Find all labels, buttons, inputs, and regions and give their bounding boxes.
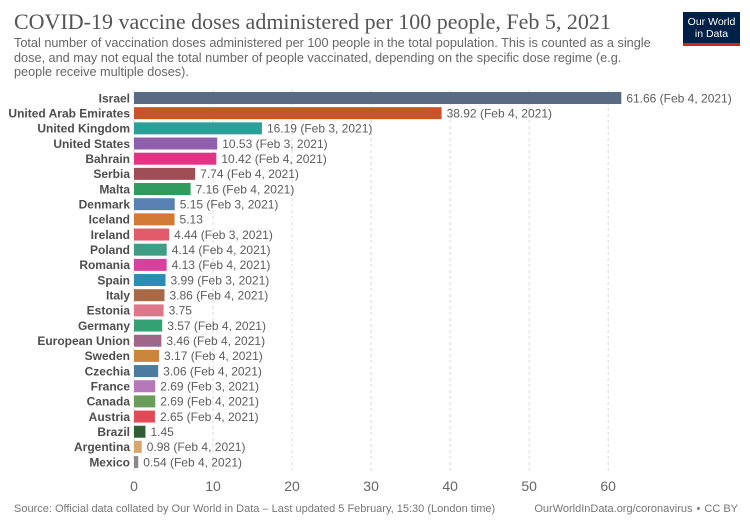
category-label-poland: Poland xyxy=(90,243,130,257)
subtitle-line: dose, and may not equal the total number… xyxy=(14,50,622,65)
category-label-united-kingdom: United Kingdom xyxy=(37,122,130,136)
bar-mexico xyxy=(134,456,139,469)
x-tick-label-20: 20 xyxy=(284,478,300,494)
category-label-united-arab-emirates: United Arab Emirates xyxy=(8,106,130,120)
value-label-malta: 7.16 (Feb 4, 2021) xyxy=(196,182,295,196)
value-label-united-states: 10.53 (Feb 3, 2021) xyxy=(222,137,327,151)
source-note[interactable]: Source: Official data collated by Our Wo… xyxy=(14,503,496,515)
value-label-iceland: 5.13 xyxy=(180,213,204,227)
value-label-france: 2.69 (Feb 3, 2021) xyxy=(160,380,259,394)
x-tick-label-30: 30 xyxy=(363,478,379,494)
bar-malta xyxy=(134,183,191,196)
value-label-argentina: 0.98 (Feb 4, 2021) xyxy=(147,440,246,454)
bar-united-arab-emirates xyxy=(134,107,442,120)
category-label-israel: Israel xyxy=(99,91,130,105)
subtitle-line: people receive multiple doses). xyxy=(14,65,189,79)
footer-links: OurWorldInData.org/coronavirus • CC BY xyxy=(534,503,738,516)
bar-united-states xyxy=(134,137,218,150)
separator-dot: • xyxy=(696,503,701,515)
x-tick-label-40: 40 xyxy=(442,478,458,494)
bar-czechia xyxy=(134,365,159,378)
bar-israel xyxy=(134,92,622,104)
site-link[interactable]: OurWorldInData.org/coronavirus xyxy=(534,503,693,515)
bar-bahrain xyxy=(134,152,217,165)
value-label-sweden: 3.17 (Feb 4, 2021) xyxy=(164,349,263,363)
category-label-canada: Canada xyxy=(87,395,131,409)
value-label-estonia: 3.75 xyxy=(169,304,193,318)
bar-austria xyxy=(134,410,155,423)
logo-line: Our World xyxy=(687,15,736,28)
category-label-argentina: Argentina xyxy=(74,440,130,454)
owid-logo[interactable]: Our World in Data xyxy=(683,12,740,46)
bar-italy xyxy=(134,289,165,302)
value-label-united-arab-emirates: 38.92 (Feb 4, 2021) xyxy=(447,106,552,120)
bar-brazil xyxy=(134,425,146,438)
value-label-czechia: 3.06 (Feb 4, 2021) xyxy=(163,364,262,378)
category-label-malta: Malta xyxy=(99,182,130,196)
category-label-european-union: European Union xyxy=(37,334,130,348)
bar-united-kingdom xyxy=(134,122,262,135)
value-label-european-union: 3.46 (Feb 4, 2021) xyxy=(166,334,265,348)
license-link[interactable]: CC BY xyxy=(704,503,738,515)
bar-sweden xyxy=(134,349,160,362)
bar-ireland xyxy=(134,228,170,241)
bar-estonia xyxy=(134,304,164,317)
bar-canada xyxy=(134,395,156,408)
x-tick-label-60: 60 xyxy=(600,478,616,494)
bar-poland xyxy=(134,243,167,256)
bar-romania xyxy=(134,258,167,271)
category-label-france: France xyxy=(91,380,131,394)
category-label-italy: Italy xyxy=(106,289,130,303)
category-label-austria: Austria xyxy=(89,410,131,424)
value-label-italy: 3.86 (Feb 4, 2021) xyxy=(170,289,269,303)
category-label-bahrain: Bahrain xyxy=(85,152,130,166)
value-label-mexico: 0.54 (Feb 4, 2021) xyxy=(143,455,242,469)
subtitle-line: Total number of vaccination doses admini… xyxy=(14,36,651,50)
category-label-iceland: Iceland xyxy=(89,213,130,227)
value-label-bahrain: 10.42 (Feb 4, 2021) xyxy=(221,152,326,166)
category-label-ireland: Ireland xyxy=(91,228,130,242)
chart-title: COVID-19 vaccine doses administered per … xyxy=(14,9,611,34)
value-label-germany: 3.57 (Feb 4, 2021) xyxy=(167,319,266,333)
bar-argentina xyxy=(134,440,142,453)
bar-european-union xyxy=(134,334,162,347)
category-label-mexico: Mexico xyxy=(89,455,130,469)
value-label-spain: 3.99 (Feb 3, 2021) xyxy=(171,273,270,287)
value-label-brazil: 1.45 xyxy=(150,425,174,439)
category-label-romania: Romania xyxy=(79,258,130,272)
value-label-poland: 4.14 (Feb 4, 2021) xyxy=(172,243,271,257)
bar-germany xyxy=(134,319,163,332)
x-tick-label-50: 50 xyxy=(521,478,537,494)
bar-iceland xyxy=(134,213,175,226)
value-label-canada: 2.69 (Feb 4, 2021) xyxy=(160,395,259,409)
category-label-denmark: Denmark xyxy=(79,197,131,211)
value-label-austria: 2.65 (Feb 4, 2021) xyxy=(160,410,259,424)
value-label-denmark: 5.15 (Feb 3, 2021) xyxy=(180,197,279,211)
value-label-united-kingdom: 16.19 (Feb 3, 2021) xyxy=(267,122,372,136)
chart-subtitle: Total number of vaccination doses admini… xyxy=(14,36,651,80)
x-tick-label-0: 0 xyxy=(130,478,138,494)
category-label-germany: Germany xyxy=(78,319,130,333)
category-label-serbia: Serbia xyxy=(93,167,130,181)
value-label-serbia: 7.74 (Feb 4, 2021) xyxy=(200,167,299,181)
bar-denmark xyxy=(134,198,175,211)
category-label-spain: Spain xyxy=(97,273,130,287)
category-label-brazil: Brazil xyxy=(97,425,130,439)
bar-serbia xyxy=(134,167,196,180)
category-label-czechia: Czechia xyxy=(85,364,131,378)
bar-spain xyxy=(134,274,166,287)
value-label-ireland: 4.44 (Feb 3, 2021) xyxy=(174,228,273,242)
value-label-romania: 4.13 (Feb 4, 2021) xyxy=(172,258,271,272)
value-label-israel: 61.66 (Feb 4, 2021) xyxy=(626,91,731,105)
category-label-estonia: Estonia xyxy=(87,304,131,318)
category-label-sweden: Sweden xyxy=(85,349,130,363)
bar-france xyxy=(134,380,156,393)
x-tick-label-10: 10 xyxy=(205,478,221,494)
category-label-united-states: United States xyxy=(53,137,130,151)
logo-line: in Data xyxy=(694,27,729,40)
